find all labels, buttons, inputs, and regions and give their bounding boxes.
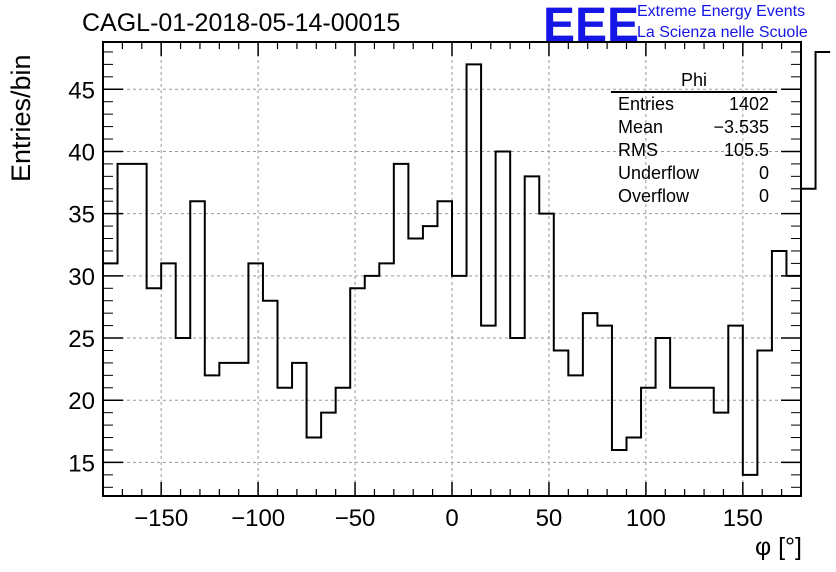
histogram-bin <box>728 326 743 496</box>
histogram-bin <box>656 338 671 496</box>
stats-value: 1402 <box>728 94 769 114</box>
logo-line-2: La Scienza nelle Scuole <box>637 24 808 41</box>
histogram-bin <box>161 263 176 496</box>
stats-row-overflow: Overflow 0 <box>611 185 777 208</box>
histogram-bin <box>772 251 787 496</box>
histogram-bin <box>816 52 831 496</box>
histogram-bin <box>118 164 133 496</box>
x-tick-label: 0 <box>445 505 458 532</box>
histogram-bin <box>365 276 380 496</box>
histogram-bin <box>627 438 642 496</box>
histogram-bin <box>612 450 627 496</box>
histogram-bin <box>278 388 293 496</box>
histogram-bin <box>496 151 511 496</box>
histogram-bin <box>641 388 656 496</box>
histogram-bin <box>234 363 249 496</box>
histogram-bin <box>583 313 598 496</box>
eee-logo: EEE <box>543 0 640 52</box>
y-tick-label: 25 <box>68 326 95 353</box>
histogram-bin <box>481 326 496 496</box>
histogram-bin <box>321 413 336 496</box>
histogram-bin <box>539 214 554 496</box>
histogram-bin <box>670 388 685 496</box>
histogram-bin <box>423 226 438 496</box>
histogram-bin <box>350 288 365 496</box>
histogram-bin <box>525 176 540 496</box>
x-tick-label: −150 <box>134 505 188 532</box>
histogram-bin <box>452 276 467 496</box>
x-tick-label: 100 <box>626 505 666 532</box>
histogram-bin <box>248 263 263 496</box>
stats-value: 0 <box>758 163 769 183</box>
x-tick-label: 150 <box>723 505 763 532</box>
stats-label: RMS <box>618 140 658 160</box>
x-tick-label: −50 <box>335 505 376 532</box>
histogram-bin <box>685 388 700 496</box>
histogram-bin <box>147 288 162 496</box>
stats-row-underflow: Underflow 0 <box>611 162 777 185</box>
histogram-bin <box>554 350 569 496</box>
stats-label: Overflow <box>618 186 690 206</box>
histogram-bin <box>379 263 394 496</box>
logo-line-1: Extreme Energy Events <box>637 3 806 20</box>
stats-value: 0 <box>758 186 769 206</box>
stats-row-mean: Mean −3.535 <box>611 116 777 139</box>
stats-title: Phi <box>611 70 777 93</box>
y-tick-label: 30 <box>68 264 95 291</box>
histogram-bin <box>205 375 220 496</box>
stats-row-entries: Entries 1402 <box>611 93 777 116</box>
y-tick-label: 45 <box>68 77 95 104</box>
stats-value: 105.5 <box>723 140 769 160</box>
stats-box: Phi Entries 1402 Mean −3.535 RMS 105.5 U… <box>611 70 777 208</box>
histogram-bin <box>437 201 452 496</box>
stats-label: Mean <box>618 117 664 137</box>
y-tick-label: 20 <box>68 388 95 415</box>
histogram-bin <box>219 363 234 496</box>
histogram-bin <box>176 338 191 496</box>
stats-label: Underflow <box>618 163 700 183</box>
histogram-bin <box>292 363 307 496</box>
histogram-bin <box>103 263 118 496</box>
histogram-bin <box>699 388 714 496</box>
histogram-bin <box>597 326 612 496</box>
y-tick-label: 40 <box>68 139 95 166</box>
stats-row-rms: RMS 105.5 <box>611 139 777 162</box>
histogram-bin <box>801 189 816 496</box>
histogram-bin <box>786 276 801 496</box>
histogram-bin <box>132 164 147 496</box>
histogram-bin <box>263 301 278 496</box>
chart-title: CAGL-01-2018-05-14-00015 <box>82 9 401 37</box>
y-tick-label: 35 <box>68 202 95 229</box>
histogram-bin <box>467 64 482 496</box>
histogram-series <box>103 50 831 476</box>
y-tick-label: 15 <box>68 450 95 477</box>
stats-value: −3.535 <box>713 117 769 137</box>
histogram-bin <box>336 388 351 496</box>
x-axis-label: φ [°] <box>754 533 802 561</box>
y-axis: 15 20 25 30 35 40 45 <box>68 51 801 488</box>
histogram-bin <box>408 239 423 496</box>
histogram-bin <box>743 475 758 496</box>
histogram-bin <box>714 413 729 496</box>
x-tick-label: −100 <box>231 505 285 532</box>
histogram-bin <box>568 375 583 496</box>
histogram-bin <box>307 438 322 496</box>
x-axis: −150 −100 −50 0 50 100 150 <box>121 42 783 532</box>
y-axis-label: Entries/bin <box>6 54 36 182</box>
histogram-bin <box>757 350 772 496</box>
stats-label: Entries <box>618 94 675 114</box>
histogram-bin <box>510 338 525 496</box>
x-tick-label: 50 <box>536 505 563 532</box>
histogram-bin <box>394 164 409 496</box>
histogram-bin <box>190 201 205 496</box>
